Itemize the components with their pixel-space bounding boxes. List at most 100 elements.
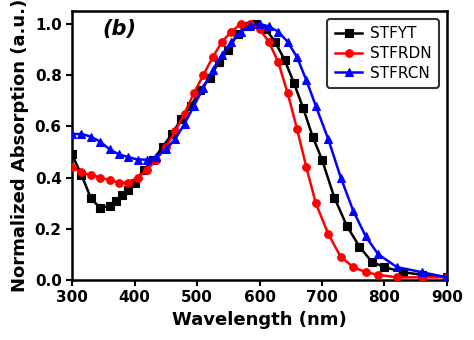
Y-axis label: Normalized Absorption (a.u.): Normalized Absorption (a.u.) [11,0,29,292]
STFRCN [191,104,197,108]
STFYT [132,181,137,185]
STFYT [179,117,184,121]
STFYT [272,40,278,44]
STFRCN [394,265,400,269]
STFRDN [266,40,272,44]
STFRDN [154,157,159,162]
Line: STFYT: STFYT [68,20,451,281]
STFRCN [375,252,381,256]
STFRDN [135,175,140,180]
STFYT [160,145,165,149]
STFYT [319,157,325,162]
STFRDN [419,275,425,279]
STFYT [207,75,212,80]
STFRCN [266,24,272,29]
STFRCN [338,175,344,180]
STFRDN [303,165,309,169]
STFYT [282,58,287,62]
STFRDN [285,91,291,95]
STFRCN [97,140,103,144]
Legend: STFYT, STFRDN, STFRCN: STFYT, STFRDN, STFRCN [327,19,439,88]
STFRDN [88,173,94,177]
STFRDN [126,181,131,185]
STFRDN [69,165,75,169]
STFRDN [144,168,150,172]
STFRCN [163,147,169,151]
STFYT [332,196,337,200]
STFRDN [363,270,369,274]
STFRDN [338,255,344,259]
STFRCN [116,152,122,156]
STFRCN [219,53,225,57]
STFRDN [238,22,244,26]
STFRDN [107,178,112,182]
STFYT [113,199,118,203]
STFRDN [444,275,450,279]
STFRDN [294,127,300,131]
STFRDN [313,201,319,205]
STFRCN [126,155,131,159]
STFYT [344,224,350,228]
STFYT [216,60,222,64]
STFYT [369,260,375,264]
STFYT [382,265,387,269]
STFYT [419,273,425,277]
STFRDN [182,112,187,116]
STFRDN [257,27,263,31]
STFYT [291,81,297,85]
STFRDN [173,130,178,134]
STFRDN [97,175,103,180]
STFYT [235,32,240,36]
STFYT [356,244,362,249]
STFRDN [275,60,281,64]
STFRCN [79,132,84,136]
STFYT [244,24,250,29]
STFRCN [285,40,291,44]
STFRDN [375,273,381,277]
Line: STFRDN: STFRDN [68,20,451,281]
STFRCN [69,132,75,136]
Line: STFRCN: STFRCN [68,20,451,281]
STFRCN [275,30,281,34]
STFYT [126,188,131,192]
STFRCN [247,24,253,29]
STFRCN [419,270,425,274]
STFRCN [325,137,331,141]
STFRDN [228,30,234,34]
STFRDN [247,22,253,26]
STFRDN [350,265,356,269]
STFYT [141,168,147,172]
STFYT [88,196,94,200]
STFRCN [294,55,300,59]
STFRCN [154,155,159,159]
STFRCN [135,157,140,162]
STFRCN [201,86,206,90]
STFYT [119,193,125,198]
STFYT [69,152,75,156]
STFRDN [325,232,331,236]
STFRCN [257,22,263,26]
STFRDN [394,275,400,279]
STFYT [169,132,175,136]
STFRCN [444,275,450,279]
STFRCN [363,234,369,238]
STFRDN [191,91,197,95]
STFYT [197,88,203,92]
STFYT [97,206,103,210]
STFRCN [107,147,112,151]
STFYT [401,270,406,274]
STFRCN [144,157,150,162]
STFRDN [116,181,122,185]
STFRCN [173,137,178,141]
STFRCN [350,209,356,213]
STFRCN [210,68,216,72]
STFRCN [303,78,309,82]
STFYT [226,48,231,52]
STFYT [310,135,316,139]
STFRCN [88,135,94,139]
STFYT [254,22,259,26]
Text: (b): (b) [102,19,136,39]
STFRDN [79,170,84,174]
STFYT [444,275,450,279]
STFYT [263,27,269,31]
